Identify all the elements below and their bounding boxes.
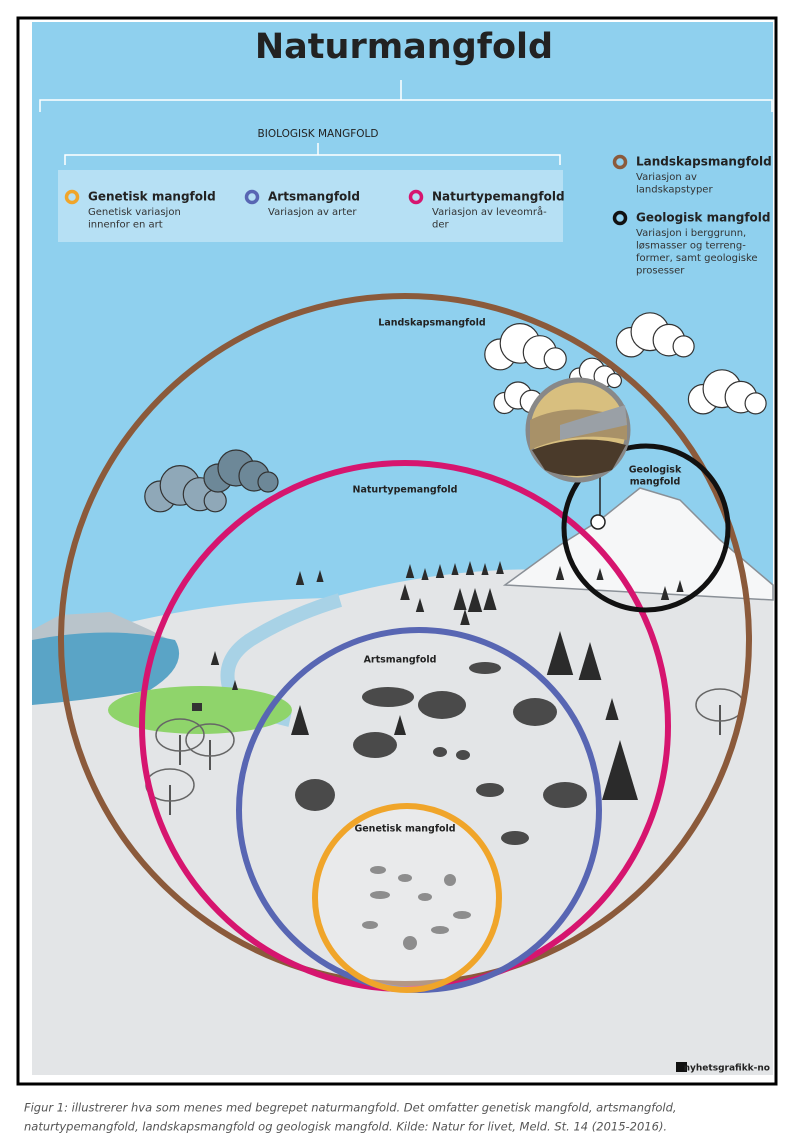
cloud-puff: [258, 472, 278, 492]
house: [192, 703, 202, 711]
legend-text: løsmasser og terreng-: [636, 241, 746, 252]
legend-box: [58, 170, 563, 242]
legend-text: innenfor en art: [88, 220, 163, 231]
legend-title: Naturtypemangfold: [432, 190, 565, 204]
circle-label: mangfold: [630, 477, 681, 488]
circle-label: Naturtypemangfold: [353, 485, 458, 496]
legend-text: Variasjon av leveområ-: [432, 205, 547, 218]
animal: [295, 779, 335, 811]
legend-title: Geologisk mangfold: [636, 211, 771, 225]
circle-label: Genetisk mangfold: [354, 824, 455, 835]
legend-text: landskapstyper: [636, 185, 713, 196]
caption: naturtypemangfold, landskapsmangfold og …: [24, 1120, 667, 1134]
rock-inset: [528, 380, 628, 480]
pointer-dot: [591, 515, 605, 529]
cloud-puff: [673, 336, 694, 357]
caption: Figur 1: illustrerer hva som menes med b…: [24, 1101, 677, 1115]
cloud-puff: [204, 490, 226, 512]
animal: [543, 782, 587, 808]
title: Naturmangfold: [255, 27, 553, 67]
animal: [469, 662, 501, 674]
animal: [433, 747, 447, 757]
legend-title: Genetisk mangfold: [88, 190, 216, 204]
animal: [476, 783, 504, 797]
circle-label: Landskapsmangfold: [378, 318, 485, 329]
legend-title: Artsmangfold: [268, 190, 360, 204]
legend-text: prosesser: [636, 266, 685, 277]
legend-text: Variasjon av arter: [268, 207, 357, 218]
group-label: BIOLOGISK MANGFOLD: [258, 128, 379, 140]
cloud-puff: [607, 374, 621, 388]
legend-text: der: [432, 220, 450, 231]
animal: [513, 698, 557, 726]
circle-label: Artsmangfold: [364, 655, 437, 666]
cloud-puff: [745, 393, 766, 414]
legend-text: Variasjon i berggrunn,: [636, 228, 746, 239]
animal: [456, 750, 470, 760]
animal: [418, 691, 466, 719]
animal: [501, 831, 529, 845]
legend-text: Genetisk variasjon: [88, 207, 181, 218]
page: Naturmangfold BIOLOGISK MANGFOLD Genetis…: [0, 0, 792, 1144]
legend-text: Variasjon av: [636, 172, 697, 183]
credit: nyhetsgrafikk-no: [684, 1064, 770, 1074]
legend-title: Landskapsmangfold: [636, 155, 772, 169]
animal: [362, 687, 414, 707]
cloud-puff: [544, 348, 566, 370]
legend-text: former, samt geologiske: [636, 253, 758, 264]
animal: [353, 732, 397, 758]
circle-label: Geologisk: [629, 465, 682, 476]
